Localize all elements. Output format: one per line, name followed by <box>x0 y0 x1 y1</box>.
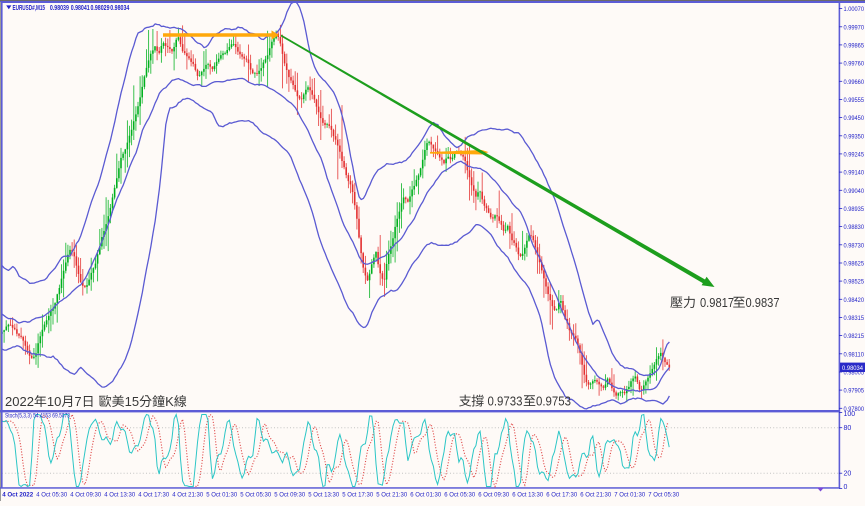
svg-text:5 Oct 13:30: 5 Oct 13:30 <box>308 492 339 499</box>
svg-text:0.98830: 0.98830 <box>844 224 865 231</box>
svg-text:0.9817: 0.9817 <box>700 295 734 310</box>
svg-text:0.98041: 0.98041 <box>71 3 90 12</box>
svg-text:4 Oct 09:30: 4 Oct 09:30 <box>70 492 101 499</box>
svg-text:K: K <box>165 394 174 409</box>
svg-text:0.99760: 0.99760 <box>844 61 865 68</box>
svg-text:0.99555: 0.99555 <box>844 97 865 104</box>
svg-text:EURUSD#,M15: EURUSD#,M15 <box>13 3 46 12</box>
svg-text:0.99140: 0.99140 <box>844 170 865 177</box>
svg-text:5 Oct 17:30: 5 Oct 17:30 <box>342 492 373 499</box>
svg-text:0: 0 <box>844 484 848 491</box>
svg-text:0.99245: 0.99245 <box>844 151 865 158</box>
svg-text:4 Oct 2022: 4 Oct 2022 <box>2 492 33 499</box>
svg-text:0.99660: 0.99660 <box>844 79 865 86</box>
svg-text:7 Oct 01:30: 7 Oct 01:30 <box>614 492 645 499</box>
svg-text:4 Oct 05:30: 4 Oct 05:30 <box>36 492 67 499</box>
svg-text:0.9837: 0.9837 <box>746 295 780 310</box>
svg-text:0.99040: 0.99040 <box>844 188 865 195</box>
svg-text:1.00070: 1.00070 <box>844 6 865 13</box>
svg-text:2022: 2022 <box>5 394 34 409</box>
svg-text:5 Oct 09:30: 5 Oct 09:30 <box>274 492 305 499</box>
svg-text:6 Oct 17:30: 6 Oct 17:30 <box>546 492 577 499</box>
svg-text:0.98039: 0.98039 <box>50 3 69 12</box>
svg-text:0.98005: 0.98005 <box>844 370 865 377</box>
svg-text:5 Oct 05:30: 5 Oct 05:30 <box>240 492 271 499</box>
svg-text:6 Oct 01:30: 6 Oct 01:30 <box>410 492 441 499</box>
svg-text:0.98034: 0.98034 <box>110 3 130 12</box>
svg-text:0.9753: 0.9753 <box>536 394 571 409</box>
svg-text:0.99450: 0.99450 <box>844 115 865 122</box>
svg-text:0.9733: 0.9733 <box>488 394 523 409</box>
svg-text:10: 10 <box>47 394 61 409</box>
svg-text:6 Oct 13:30: 6 Oct 13:30 <box>512 492 543 499</box>
svg-text:0.98420: 0.98420 <box>844 297 865 304</box>
svg-text:0.99865: 0.99865 <box>844 42 865 49</box>
svg-text:0.98215: 0.98215 <box>844 333 865 340</box>
svg-text:0.98935: 0.98935 <box>844 206 865 213</box>
svg-text:0.98625: 0.98625 <box>844 261 865 268</box>
svg-text:20: 20 <box>844 471 852 478</box>
svg-text:0.98525: 0.98525 <box>844 279 865 286</box>
svg-text:7 Oct 05:30: 7 Oct 05:30 <box>648 492 679 499</box>
svg-text:0.98110: 0.98110 <box>844 351 865 358</box>
svg-text:5 Oct 21:30: 5 Oct 21:30 <box>376 492 407 499</box>
svg-text:0.98029: 0.98029 <box>91 3 110 12</box>
svg-text:5 Oct 01:30: 5 Oct 01:30 <box>206 492 237 499</box>
svg-text:0.97800: 0.97800 <box>844 406 865 413</box>
svg-text:Stoch(5,3,3) 54.4153 69.5073: Stoch(5,3,3) 54.4153 69.5073 <box>5 414 71 420</box>
svg-text:0.98315: 0.98315 <box>844 315 865 322</box>
svg-text:0.99350: 0.99350 <box>844 133 865 140</box>
svg-text:6 Oct 05:30: 6 Oct 05:30 <box>444 492 475 499</box>
svg-text:4 Oct 21:30: 4 Oct 21:30 <box>172 492 203 499</box>
svg-text:0.98034: 0.98034 <box>842 365 863 372</box>
svg-text:7: 7 <box>74 394 81 409</box>
svg-text:80: 80 <box>844 425 852 432</box>
svg-text:6 Oct 09:30: 6 Oct 09:30 <box>478 492 509 499</box>
svg-text:0.99970: 0.99970 <box>844 24 865 31</box>
svg-text:100: 100 <box>844 411 856 418</box>
svg-text:15: 15 <box>125 394 139 409</box>
svg-text:0.98730: 0.98730 <box>844 242 865 249</box>
svg-text:6 Oct 21:30: 6 Oct 21:30 <box>580 492 611 499</box>
svg-text:0.97905: 0.97905 <box>844 388 865 395</box>
svg-text:4 Oct 13:30: 4 Oct 13:30 <box>104 492 135 499</box>
svg-text:4 Oct 17:30: 4 Oct 17:30 <box>138 492 169 499</box>
